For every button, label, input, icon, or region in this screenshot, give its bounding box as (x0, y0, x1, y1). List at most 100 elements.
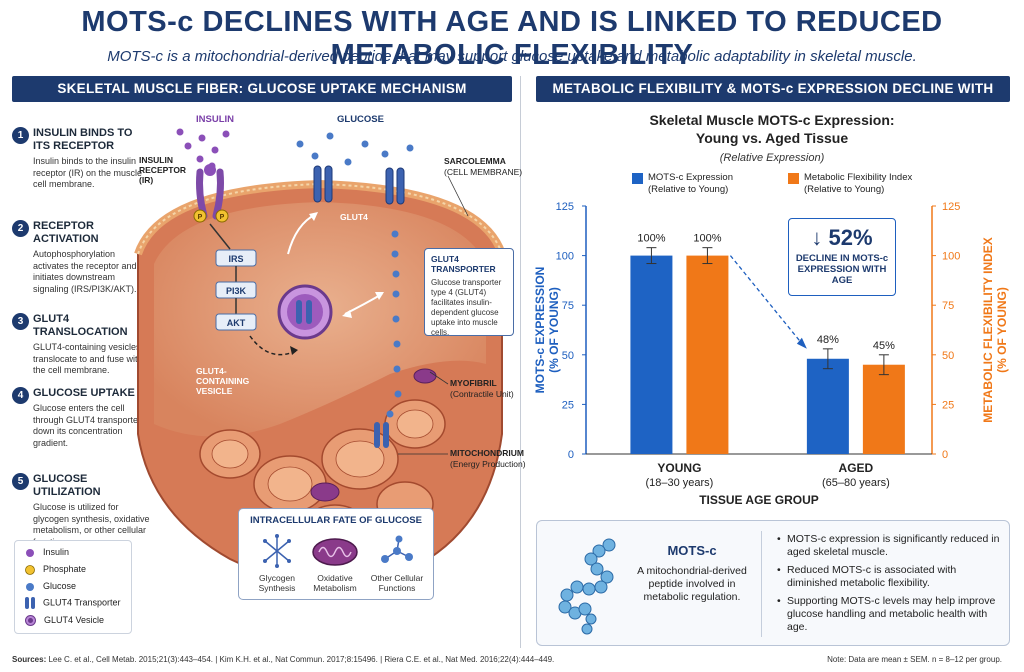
right-panel-header: METABOLIC FLEXIBILITY & MOTS-c EXPRESSIO… (536, 76, 1010, 122)
legend-swatch-orange (788, 173, 799, 184)
fate-item-other: Other Cellular Functions (370, 573, 424, 593)
step-description: Autophosphorylation activates the recept… (33, 249, 137, 294)
data-note: Note: Data are mean ± SEM. n = 8–12 per … (827, 655, 1002, 664)
step-title: GLUCOSE UPTAKE (33, 387, 135, 399)
glut4-info-box: GLUT4 TRANSPORTER Glucose transporter ty… (424, 248, 514, 337)
sarcolemma-label: SARCOLEMMA (444, 156, 506, 166)
glycogen-icon (263, 534, 291, 568)
right-tick-label: 75 (942, 300, 954, 312)
decline-text: DECLINE IN MOTS-c EXPRESSION WITH AGE (795, 253, 889, 286)
svg-text:P: P (198, 214, 203, 221)
chart-title-line-1: Skeletal Muscle MOTS-c Expression: (649, 112, 895, 128)
right-axis-title: METABOLIC FLEXIBILITY INDEX(% OF YOUNG) (981, 237, 1009, 423)
step-title: GLUT4 TRANSLOCATION (33, 313, 128, 338)
glucose-label: GLUCOSE (337, 114, 384, 125)
bullet-item: MOTS-c expression is significantly reduc… (777, 533, 1003, 559)
glut4-transporter-icon (25, 597, 35, 609)
sources-line: Sources: Lee C. et al., Cell Metab. 2015… (12, 655, 554, 664)
step-number: 5 (12, 473, 29, 490)
mitochondrion-icon (312, 538, 358, 566)
fate-item-glycogen: Glycogen Synthesis (258, 573, 296, 593)
step-description: Insulin binds to the insulin receptor (I… (33, 156, 143, 189)
signaling-cascade: IRS PI3K AKT (209, 223, 299, 356)
left-panel-header: SKELETAL MUSCLE FIBER: GLUCOSE UPTAKE ME… (12, 76, 512, 102)
mots-c-info-box: MOTS-c A mitochondrial-derived peptide i… (536, 520, 1010, 646)
chart-title-line-2: Young vs. Aged Tissue (695, 130, 849, 146)
irs-label: IRS (228, 254, 243, 264)
glut4-vesicle-icon (277, 212, 384, 340)
insulin-receptor-label: INSULIN RECEPTOR (IR) (139, 155, 187, 185)
chart-subtitle: (Relative Expression) (719, 152, 825, 164)
step-2: 2 RECEPTOR ACTIVATION Autophosphorylatio… (12, 220, 150, 295)
right-tick-label: 25 (942, 399, 954, 411)
left-tick-label: 25 (562, 399, 574, 411)
step-title: INSULIN BINDS TO ITS RECEPTOR (33, 127, 133, 152)
step-description: GLUT4-containing vesicles translocate to… (33, 342, 143, 375)
bullet-item: Reduced MOTS-c is associated with dimini… (777, 564, 1003, 590)
decline-arrowhead (796, 337, 807, 349)
phosphate-icon (193, 209, 207, 223)
decline-value: ↓ 52% (811, 225, 873, 250)
step-title: GLUCOSE UTILIZATION (33, 473, 101, 498)
glut4-transporter-icon (374, 422, 389, 448)
bar-mots-c-young (630, 255, 673, 454)
panel-divider (520, 76, 521, 648)
legend-mots-c: MOTS-c Expression (Relative to Young) (632, 172, 733, 196)
glucose-molecules (296, 132, 414, 418)
x-axis-title: TISSUE AGE GROUP (699, 493, 819, 507)
fate-item-oxidative: Oxidative Metabolism (313, 573, 357, 593)
bar-flexibility-young (686, 255, 729, 454)
bar-value-label: 100% (693, 233, 721, 245)
svg-text:P: P (220, 214, 225, 221)
bar-value-label: 48% (817, 334, 839, 346)
left-axis-title: MOTS-c EXPRESSION(% OF YOUNG) (533, 267, 561, 394)
myofibril-sublabel: (Contractile Unit) (450, 389, 514, 399)
mots-c-box-title: MOTS-c (667, 543, 717, 558)
right-tick-label: 0 (942, 449, 948, 461)
glucose-fate-box: INTRACELLULAR FATE OF GLUCOSE Glycogen S… (238, 508, 434, 600)
sources-label: Sources: (12, 655, 47, 664)
bar-value-label: 100% (637, 233, 665, 245)
step-number: 3 (12, 313, 29, 330)
left-tick-label: 100 (556, 251, 574, 263)
akt-label: AKT (227, 318, 246, 328)
step-number: 2 (12, 220, 29, 237)
category-sublabel: (18–30 years) (645, 477, 713, 489)
glut4-box-description: Glucose transporter type 4 (GLUT4) facil… (431, 278, 502, 337)
mots-c-box-description: A mitochondrial-derived peptide involved… (637, 565, 747, 603)
right-tick-label: 50 (942, 350, 954, 362)
sources-text: Lee C. et al., Cell Metab. 2015;21(3):44… (48, 655, 555, 664)
mitochondrion-sublabel: (Energy Production) (450, 459, 526, 469)
left-tick-label: 0 (568, 449, 574, 461)
category-label: AGED (839, 461, 874, 475)
step-1: 1 INSULIN BINDS TO ITS RECEPTOR Insulin … (12, 127, 150, 191)
legend-swatch-blue (632, 173, 643, 184)
page-title: MOTS-c DECLINES WITH AGE AND IS LINKED T… (81, 6, 943, 71)
myofibril-label: MYOFIBRIL (450, 378, 497, 388)
left-tick-label: 125 (556, 201, 574, 213)
left-tick-label: 50 (562, 350, 574, 362)
bar-chart: 0 25 50 75 100 125 0 25 50 75 100 125 MOTS-c EXPRESS… (533, 201, 1009, 507)
molecule-icon (381, 535, 413, 563)
bullet-item: Supporting MOTS-c levels may help improv… (777, 595, 1003, 634)
pi3k-label: PI3K (226, 286, 247, 296)
phosphate-icon (25, 564, 35, 575)
decline-arrow (729, 255, 804, 346)
vesicle-label: GLUT4-CONTAINING VESICLE (196, 366, 250, 396)
bar-mots-c-aged (806, 358, 849, 454)
legend-item-insulin: Insulin (25, 547, 69, 558)
right-tick-label: 125 (942, 201, 960, 213)
step-title: RECEPTOR ACTIVATION (33, 220, 99, 245)
step-description: Glucose enters the cell through GLUT4 tr… (33, 403, 146, 448)
legend-flexibility: Metabolic Flexibility Index (Relative to… (788, 172, 912, 196)
bar-flexibility-aged (862, 364, 905, 454)
right-tick-label: 100 (942, 251, 960, 263)
insulin-label: INSULIN (196, 114, 234, 125)
legend-item-phosphate: Phosphate (25, 564, 86, 575)
fate-box-title: INTRACELLULAR FATE OF GLUCOSE (250, 515, 422, 526)
glut4-label: GLUT4 (340, 212, 368, 222)
sarcolemma-sublabel: (CELL MEMBRANE) (444, 167, 523, 177)
peptide-chain-icon (558, 538, 616, 635)
phosphate-icon (215, 209, 229, 223)
glut4-transporter-icon (313, 165, 405, 205)
